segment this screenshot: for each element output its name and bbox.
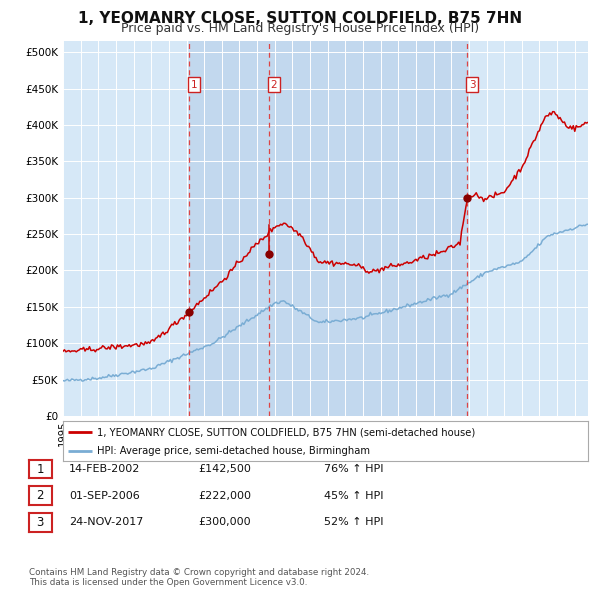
Text: 45% ↑ HPI: 45% ↑ HPI xyxy=(324,491,383,500)
Text: 01-SEP-2006: 01-SEP-2006 xyxy=(69,491,140,500)
Bar xyxy=(269,41,467,416)
Text: £300,000: £300,000 xyxy=(198,517,251,527)
Text: Price paid vs. HM Land Registry's House Price Index (HPI): Price paid vs. HM Land Registry's House … xyxy=(121,22,479,35)
Text: 2: 2 xyxy=(271,80,277,90)
Text: Contains HM Land Registry data © Crown copyright and database right 2024.
This d: Contains HM Land Registry data © Crown c… xyxy=(29,568,369,587)
Text: HPI: Average price, semi-detached house, Birmingham: HPI: Average price, semi-detached house,… xyxy=(97,445,370,455)
Text: 2: 2 xyxy=(37,489,44,502)
Text: 14-FEB-2002: 14-FEB-2002 xyxy=(69,464,140,474)
Text: £142,500: £142,500 xyxy=(198,464,251,474)
Text: £222,000: £222,000 xyxy=(198,491,251,500)
Text: 3: 3 xyxy=(37,516,44,529)
Text: 52% ↑ HPI: 52% ↑ HPI xyxy=(324,517,383,527)
Text: 1: 1 xyxy=(37,463,44,476)
Text: 76% ↑ HPI: 76% ↑ HPI xyxy=(324,464,383,474)
Bar xyxy=(188,41,269,416)
Text: 1: 1 xyxy=(190,80,197,90)
Text: 3: 3 xyxy=(469,80,476,90)
Text: 1, YEOMANRY CLOSE, SUTTON COLDFIELD, B75 7HN: 1, YEOMANRY CLOSE, SUTTON COLDFIELD, B75… xyxy=(78,11,522,25)
Text: 24-NOV-2017: 24-NOV-2017 xyxy=(69,517,143,527)
Text: 1, YEOMANRY CLOSE, SUTTON COLDFIELD, B75 7HN (semi-detached house): 1, YEOMANRY CLOSE, SUTTON COLDFIELD, B75… xyxy=(97,427,475,437)
